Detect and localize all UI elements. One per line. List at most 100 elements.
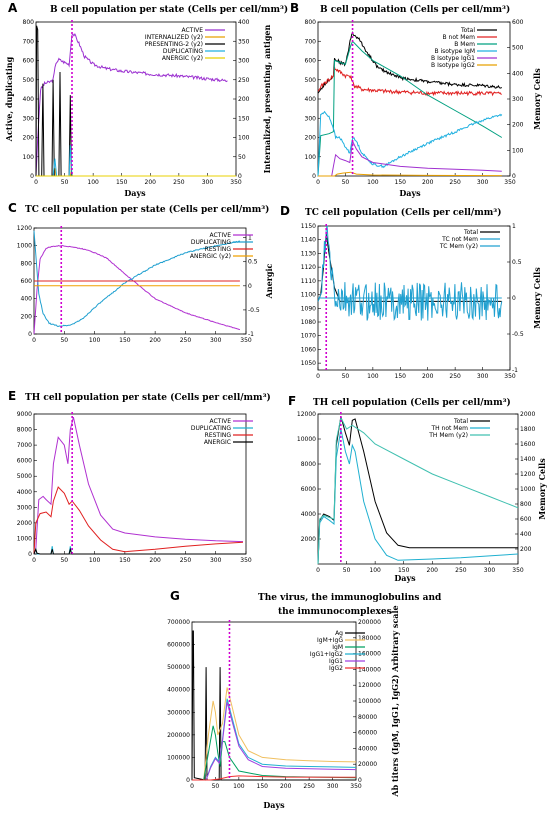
x-tick-label: 350 <box>350 783 362 790</box>
series-line-1 <box>317 225 503 322</box>
y-tick-label: 5000 <box>17 473 32 480</box>
legend-label: PRESENTING-2 (y2) <box>145 41 203 48</box>
y2-tick-label: 0 <box>358 777 362 784</box>
y-tick-label: 600 <box>21 278 33 285</box>
y-tick-label: 1100 <box>301 292 316 299</box>
legend-label: TC Mem (y2) <box>439 243 478 250</box>
y-tick-label: 1050 <box>301 360 316 367</box>
y2-tick-label: 1600 <box>520 441 535 448</box>
y-tick-label: 200000 <box>167 732 190 739</box>
y2-tick-label: 1200 <box>520 471 535 478</box>
y-tick-label: 600 <box>305 58 317 65</box>
panel-letter: G <box>170 589 180 603</box>
panel-letter: B <box>290 1 299 15</box>
series-line-4 <box>318 139 502 177</box>
y2-tick-label: 80000 <box>358 714 377 721</box>
series-line-1 <box>192 687 357 781</box>
chart-f: F TH cell population (Cells per cell/mm³)… <box>288 394 547 583</box>
y-tick-label: 400 <box>305 96 317 103</box>
y2-tick-label: 600 <box>512 19 524 26</box>
y2-tick-label: 200 <box>520 546 532 553</box>
y2-axis-label: Memory Cells <box>532 68 542 130</box>
series-line-2 <box>317 416 519 565</box>
y2-tick-label: 300 <box>512 96 524 103</box>
legend-label: DUPLICATING <box>163 48 203 55</box>
series-line-0 <box>33 244 241 335</box>
series-line-3 <box>36 145 236 177</box>
x-tick-label: 50 <box>60 337 68 344</box>
chart-title: B cell population (Cells per cell/mm³) <box>320 4 510 15</box>
y-tick-label: 800 <box>305 19 317 26</box>
x-tick-label: 100 <box>367 179 379 186</box>
x-tick-label: 200 <box>149 337 161 344</box>
chart-a: A B cell population per state (Cells per … <box>4 1 288 198</box>
legend-label: IgG2 <box>329 665 343 672</box>
legend-label: IgG1+IgG2 <box>310 651 343 658</box>
y2-tick-label: 1800 <box>520 426 535 433</box>
x-tick-label: 50 <box>61 179 69 186</box>
x-tick-label: 150 <box>257 783 269 790</box>
y2-tick-label: 500 <box>512 45 524 52</box>
x-tick-label: 350 <box>512 567 524 574</box>
legend-label: TH not Mem <box>430 425 468 432</box>
y-tick-label: 1060 <box>301 346 316 353</box>
legend-label: RESTING <box>205 246 232 253</box>
y-axis-label: Active, duplicating <box>4 56 14 142</box>
y2-tick-label: 100 <box>238 135 250 142</box>
chart-e: E TH cell population per state (Cells per… <box>8 389 271 564</box>
y-tick-label: 0 <box>186 777 190 784</box>
y2-tick-label: -0.5 <box>512 331 524 338</box>
x-tick-label: 300 <box>210 557 222 564</box>
y-tick-label: 3000 <box>17 504 32 511</box>
y-tick-label: 4000 <box>17 489 32 496</box>
series-line-0 <box>317 416 518 565</box>
y2-tick-label: 150 <box>238 115 250 122</box>
x-tick-label: 250 <box>449 179 461 186</box>
y-tick-label: 2000 <box>301 536 316 543</box>
plot-frame <box>317 413 519 565</box>
y-tick-label: 500 <box>23 77 35 84</box>
y2-tick-label: 200 <box>512 122 524 129</box>
y2-tick-label: 600 <box>520 516 532 523</box>
y2-tick-label: 100000 <box>358 698 381 705</box>
y2-tick-label: 400 <box>520 531 532 538</box>
series-line-0 <box>317 31 503 94</box>
x-axis-label: Days <box>394 573 416 583</box>
y-tick-label: 7000 <box>17 442 32 449</box>
legend-label: ANERGIC (y2) <box>162 55 203 62</box>
y-tick-label: 1200 <box>17 225 32 232</box>
y-tick-label: 800 <box>23 19 35 26</box>
y2-tick-label: 180000 <box>358 635 381 642</box>
x-tick-label: 350 <box>240 337 252 344</box>
y-tick-label: 800 <box>21 260 33 267</box>
legend-label: ANERGIC <box>204 439 231 446</box>
series-line-5 <box>318 171 502 177</box>
series-line-2 <box>35 25 236 177</box>
legend-label: IgM+IgG <box>317 637 343 644</box>
y-tick-label: 1070 <box>301 333 316 340</box>
y2-tick-label: 0 <box>512 173 516 180</box>
y-tick-label: 0 <box>30 173 34 180</box>
y-tick-label: 6000 <box>17 458 32 465</box>
y2-tick-label: 300 <box>238 58 250 65</box>
chart-title: B cell population per state (Cells per c… <box>50 4 288 15</box>
y2-tick-label: 2000 <box>520 411 535 418</box>
legend-label: B isotype IgM <box>434 48 475 55</box>
legend-label: TC not Mem <box>441 236 478 243</box>
x-tick-label: 0 <box>34 179 38 186</box>
y-tick-label: 1140 <box>301 237 316 244</box>
y-tick-label: 1110 <box>301 278 316 285</box>
y-tick-label: 10000 <box>297 436 316 443</box>
x-tick-label: 100 <box>89 337 101 344</box>
y-tick-label: 100 <box>305 154 317 161</box>
series-line-2 <box>317 40 503 177</box>
y2-tick-label: 50 <box>238 154 246 161</box>
legend-label: Total <box>453 418 468 425</box>
y2-tick-label: 40000 <box>358 745 377 752</box>
y-tick-label: 4000 <box>301 511 316 518</box>
x-tick-label: 100 <box>87 179 99 186</box>
y-tick-label: 1130 <box>301 250 316 257</box>
y-tick-label: 400000 <box>167 687 190 694</box>
y2-tick-label: 400 <box>512 70 524 77</box>
series-line-1 <box>36 168 236 177</box>
